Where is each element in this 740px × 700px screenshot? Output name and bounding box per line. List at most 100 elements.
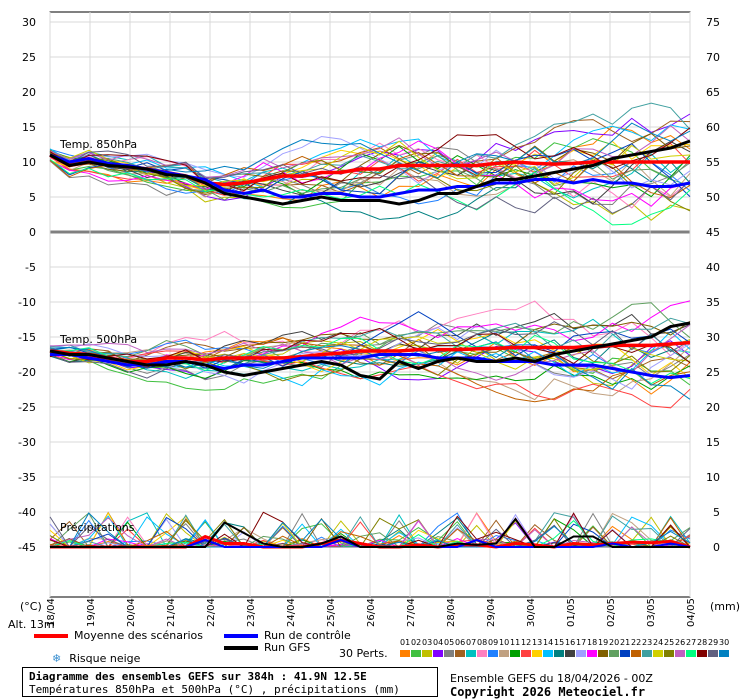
date-tick-label: 21/04 — [166, 598, 177, 627]
right-tick-label: 60 — [706, 121, 720, 134]
date-tick-label: 29/04 — [486, 598, 497, 627]
pert-color-cell — [477, 650, 487, 657]
date-tick-label: 30/04 — [526, 598, 537, 627]
pert-color-cell — [708, 650, 718, 657]
right-tick-label: 20 — [706, 401, 720, 414]
date-tick-label: 18/04 — [46, 598, 57, 627]
label-precip: Précipitations — [60, 521, 135, 534]
pert-color-cell — [620, 650, 630, 657]
pert-t500-line — [49, 324, 691, 381]
gfs-swatch — [224, 646, 258, 650]
date-tick-label: 19/04 — [86, 598, 97, 627]
run-info-label: Ensemble GEFS du 18/04/2026 - 00Z — [450, 672, 653, 685]
pert-color-cell — [565, 650, 575, 657]
legend-mean-label: Moyenne des scénarios — [74, 629, 203, 642]
pert-color-cell — [521, 650, 531, 657]
right-tick-label: 75 — [706, 16, 720, 29]
pert-color-cell — [532, 650, 542, 657]
pert-number: 11 — [510, 638, 521, 647]
pert-number: 12 — [521, 638, 532, 647]
left-tick-label: 5 — [29, 191, 36, 204]
pert-color-cell — [664, 650, 674, 657]
right-tick-label: 35 — [706, 296, 720, 309]
date-tick-label: 26/04 — [366, 598, 377, 627]
pert-color-cell — [444, 650, 454, 657]
label-t850: Temp. 850hPa — [59, 138, 137, 151]
right-tick-label: 50 — [706, 191, 720, 204]
pert-number: 09 — [488, 638, 499, 647]
pert-color-cell — [587, 650, 597, 657]
right-tick-label: 55 — [706, 156, 720, 169]
date-tick-label: 01/05 — [566, 598, 577, 627]
right-tick-label: 70 — [706, 51, 720, 64]
date-tick-label: 04/05 — [686, 598, 697, 627]
snowflake-icon: ❄ — [52, 652, 62, 665]
date-tick-label: 23/04 — [246, 598, 257, 627]
pert-color-cell — [488, 650, 498, 657]
pert-color-cell — [686, 650, 696, 657]
pert-number: 08 — [477, 638, 488, 647]
date-tick-label: 28/04 — [446, 598, 457, 627]
pert-t850-line — [49, 140, 691, 192]
left-tick-label: 10 — [22, 156, 36, 169]
legend-snow-label: Risque neige — [69, 652, 141, 665]
pert-number: 13 — [532, 638, 543, 647]
right-tick-label: 25 — [706, 366, 720, 379]
pert-color-cell — [455, 650, 465, 657]
right-tick-label: 65 — [706, 86, 720, 99]
right-tick-label: 5 — [713, 506, 720, 519]
main-run-lines — [49, 139, 691, 549]
chart-title: Diagramme des ensembles GEFS sur 384h : … — [29, 670, 367, 683]
date-tick-label: 20/04 — [126, 598, 137, 627]
pert-number: 22 — [631, 638, 642, 647]
pert-t500-line — [49, 327, 691, 365]
legend-gfs: Run GFS — [224, 641, 310, 654]
right-tick-label: 15 — [706, 436, 720, 449]
pert-number: 02 — [411, 638, 422, 647]
right-unit: (mm) — [710, 600, 740, 613]
date-tick-label: 27/04 — [406, 598, 417, 627]
legend-control: Run de contrôle — [224, 629, 351, 642]
pert-t850-line — [49, 158, 691, 226]
left-tick-label: 20 — [22, 86, 36, 99]
pert-t850-line — [49, 124, 691, 188]
legend-snow: ❄ Risque neige — [52, 652, 140, 665]
pert-number: 20 — [609, 638, 620, 647]
pert-number: 24 — [653, 638, 664, 647]
pert-t500-line — [49, 354, 691, 390]
pert-number: 06 — [455, 638, 466, 647]
pert-number: 28 — [697, 638, 708, 647]
legend-control-label: Run de contrôle — [264, 629, 351, 642]
pert-t500-line — [49, 300, 691, 360]
pert-t850-line — [49, 150, 691, 214]
control-swatch — [224, 634, 258, 638]
legend-gfs-label: Run GFS — [264, 641, 311, 654]
pert-number: 26 — [675, 638, 686, 647]
pert-color-cell — [653, 650, 663, 657]
pert-number: 27 — [686, 638, 697, 647]
pert-color-cell — [499, 650, 509, 657]
mean-t500-line — [49, 340, 691, 364]
chart-grid — [49, 11, 691, 598]
pert-number: 25 — [664, 638, 675, 647]
right-tick-label: 30 — [706, 331, 720, 344]
right-tick-label: 40 — [706, 261, 720, 274]
pert-number: 29 — [708, 638, 719, 647]
pert-color-cell — [433, 650, 443, 657]
pert-number: 19 — [598, 638, 609, 647]
left-tick-label: 0 — [29, 226, 36, 239]
pert-color-cell — [576, 650, 586, 657]
date-tick-label: 24/04 — [286, 598, 297, 627]
chart-subtitle: Températures 850hPa et 500hPa (°C) , pré… — [29, 683, 400, 696]
pert-t500-line — [49, 302, 691, 361]
pert-number: 03 — [422, 638, 433, 647]
pert-number: 30 — [719, 638, 730, 647]
right-tick-label: 10 — [706, 471, 720, 484]
pert-number: 07 — [466, 638, 477, 647]
pert-color-cell — [466, 650, 476, 657]
right-tick-label: 45 — [706, 226, 720, 239]
left-tick-label: -35 — [18, 471, 36, 484]
pert-color-cell — [609, 650, 619, 657]
